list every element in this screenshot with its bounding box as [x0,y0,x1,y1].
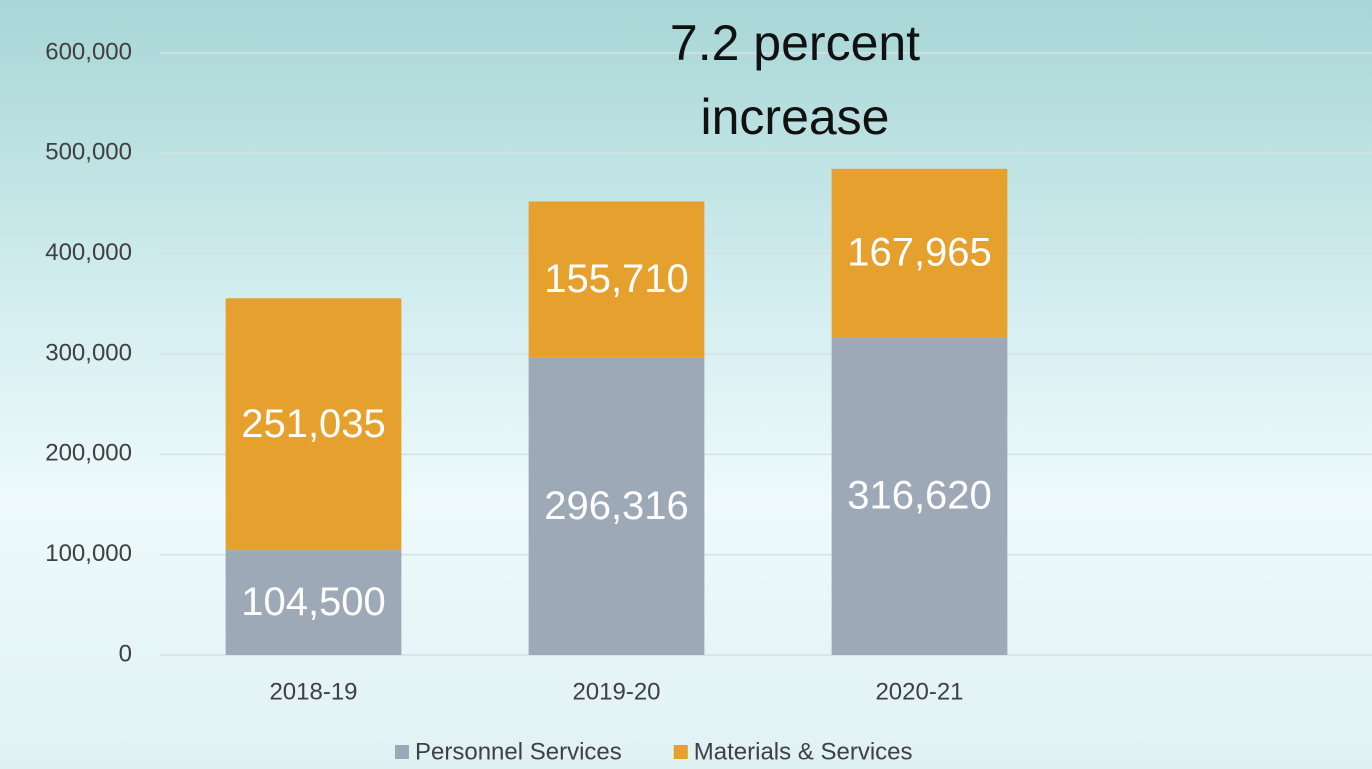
y-tick-label: 0 [119,640,132,667]
bar-segment [831,168,1008,338]
data-label: 104,500 [241,580,386,624]
data-label: 296,316 [544,484,689,528]
x-tick-label: 2019-20 [572,678,660,705]
data-label: 316,620 [847,474,992,518]
legend-label: Materials & Services [694,738,913,765]
data-label: 155,710 [544,257,689,301]
chart-title: 7.2 percent increase [669,15,921,145]
legend-swatch [395,745,409,759]
x-tick-label: 2018-19 [269,678,357,705]
y-tick-label: 100,000 [45,540,132,567]
y-tick-label: 300,000 [45,339,132,366]
data-label: 167,965 [847,231,992,275]
bar-segment [831,337,1008,655]
bar-segment [528,201,705,358]
y-tick-label: 500,000 [45,139,132,166]
legend-swatch [673,745,688,759]
y-tick-label: 600,000 [45,38,132,65]
bar-segment [225,298,402,551]
data-label: 251,035 [241,402,386,446]
y-tick-label: 200,000 [45,440,132,467]
y-tick-label: 400,000 [45,239,132,266]
bar-segment [528,357,705,655]
x-tick-label: 2020-21 [875,678,963,705]
bar-segment [225,550,402,655]
legend-label: Personnel Services [415,738,622,765]
